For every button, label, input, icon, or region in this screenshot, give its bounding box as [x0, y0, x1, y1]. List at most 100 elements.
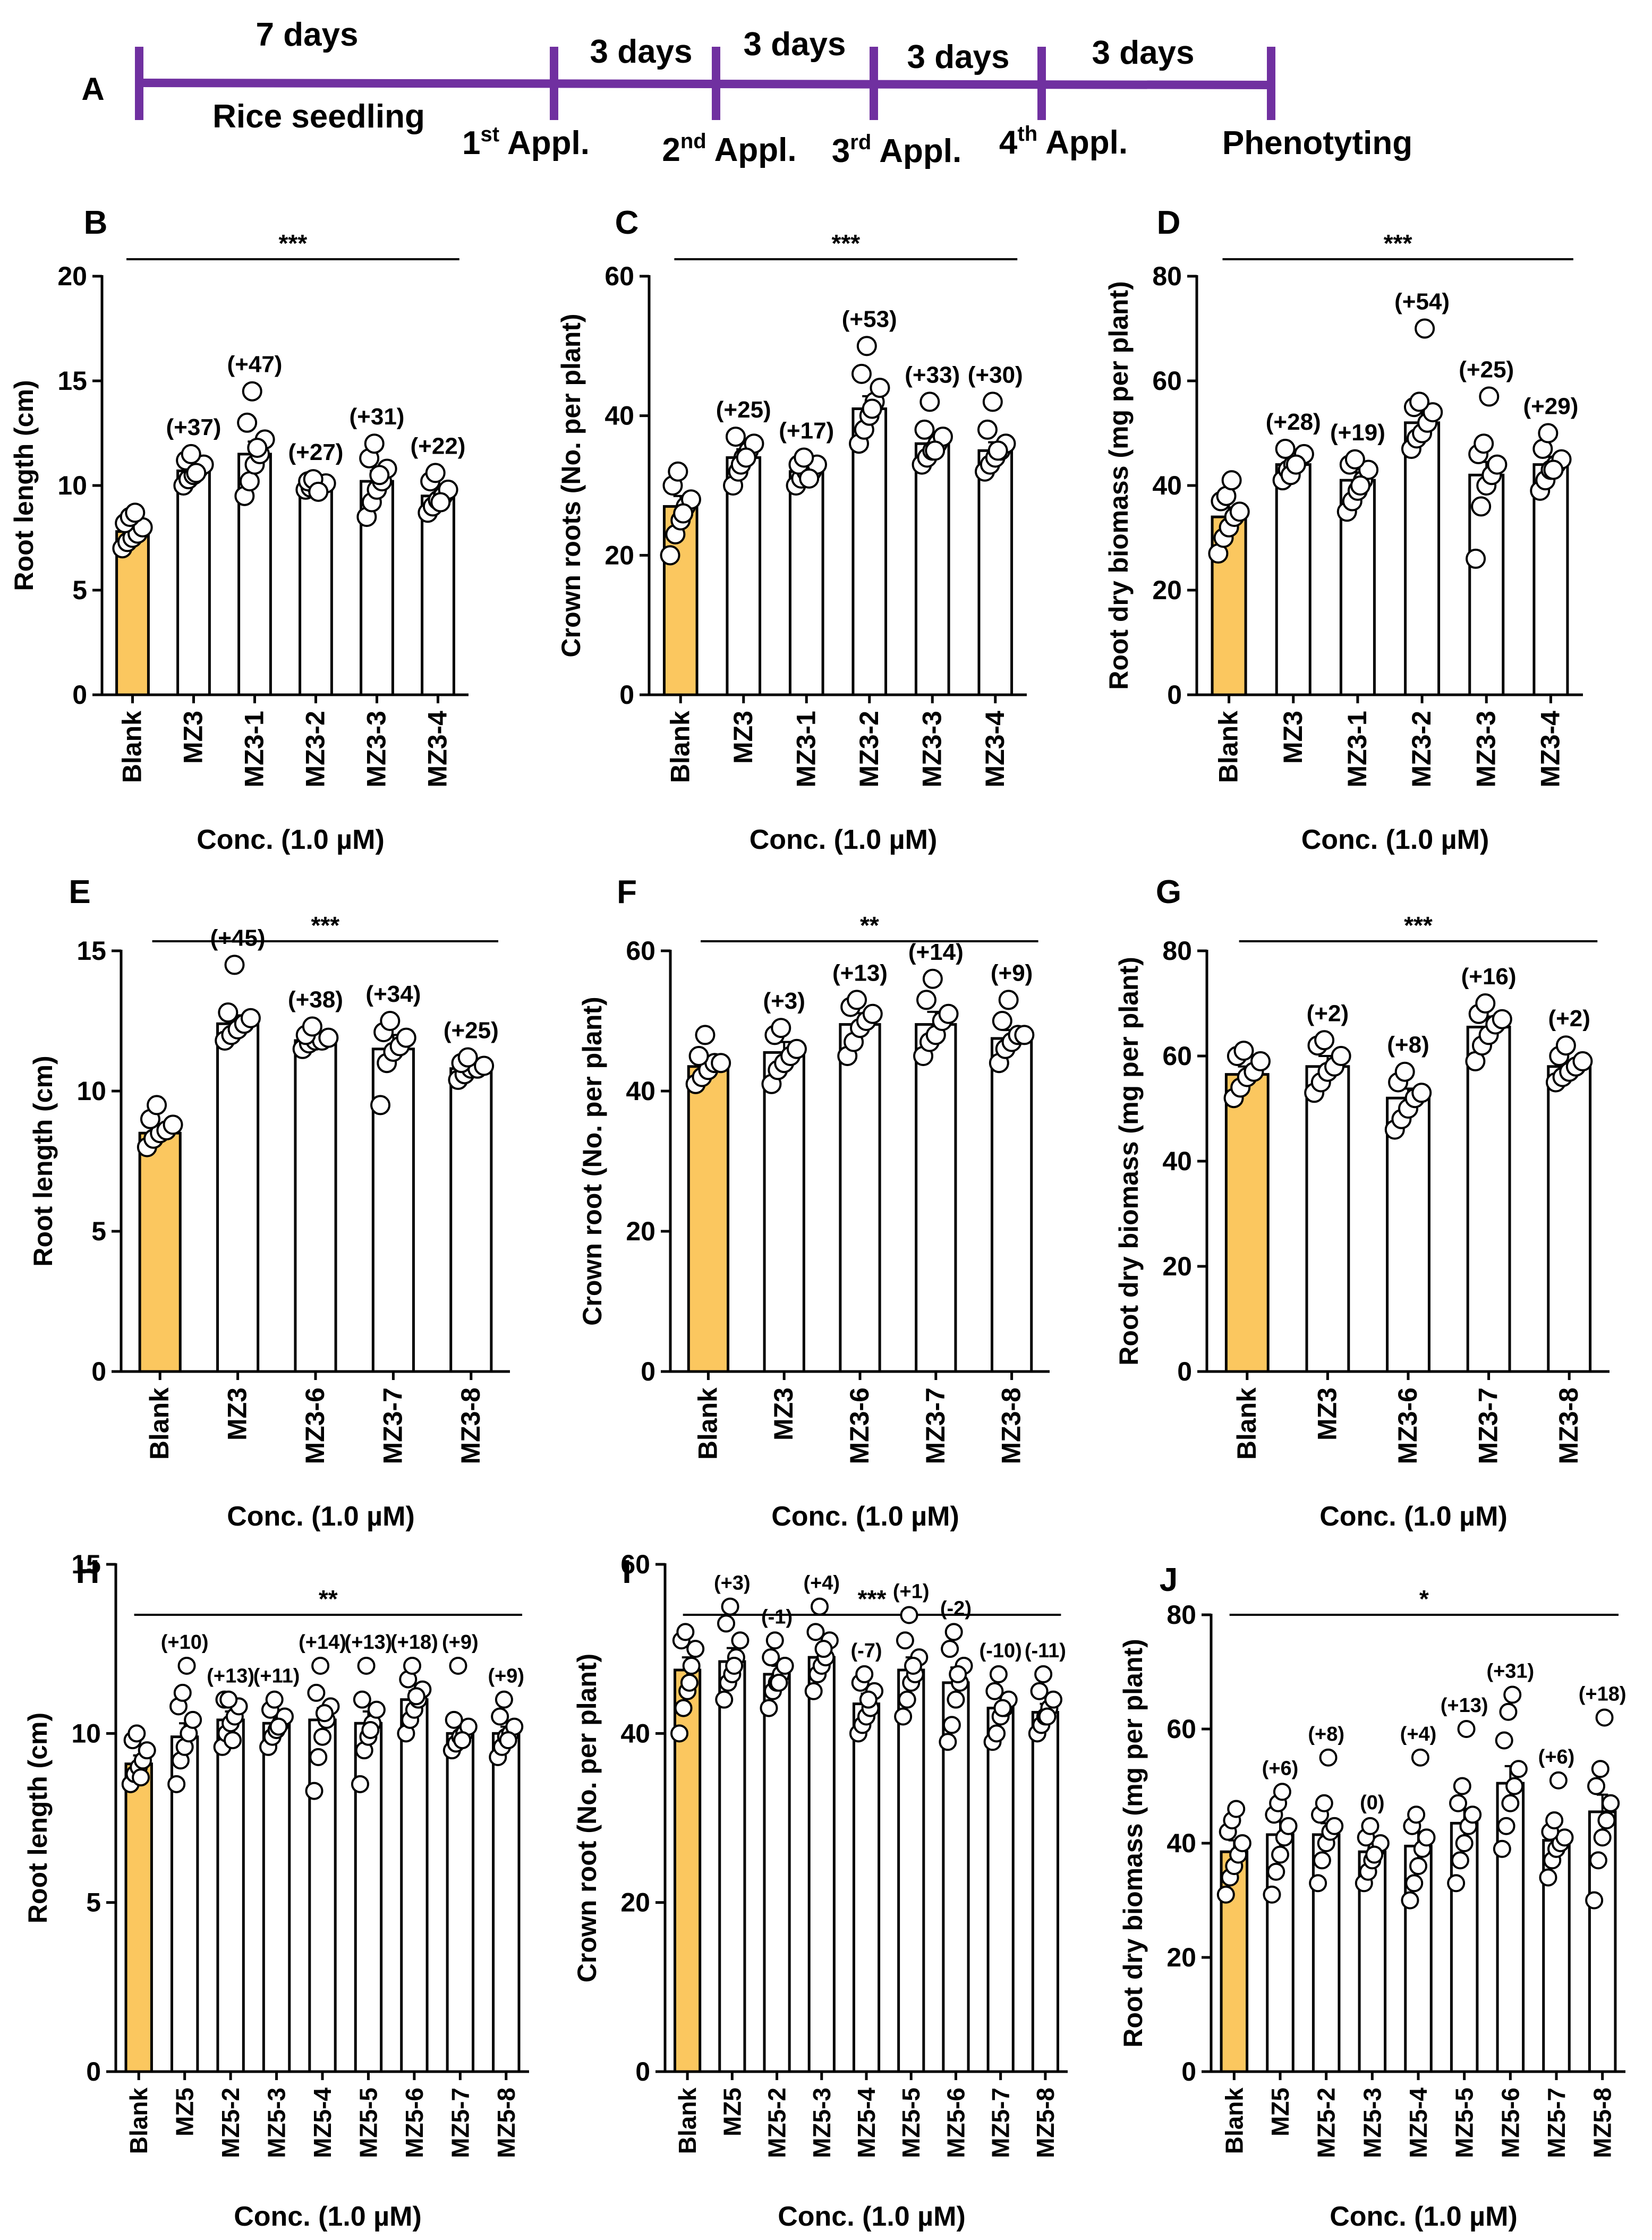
point-D-MZ3-2-4 — [1423, 402, 1443, 423]
y-tick-label-B-10: 10 — [57, 471, 87, 500]
annotation-J-MZ5-2: (+8) — [1308, 1723, 1344, 1745]
point-J-MZ5-4-7 — [1411, 1748, 1429, 1767]
bar-J-MZ5-8 — [1588, 1810, 1617, 2073]
point-F-MZ3-8-5 — [992, 1011, 1012, 1031]
annotation-D-MZ3: (+28) — [1266, 409, 1321, 435]
significance-stars-B: *** — [279, 229, 308, 257]
y-tick-label-B-0: 0 — [72, 680, 87, 710]
annotation-C-MZ3-3: (+33) — [905, 362, 960, 388]
point-J-MZ5-2-4 — [1325, 1817, 1344, 1835]
point-J-MZ5-7-0 — [1539, 1868, 1557, 1887]
point-J-MZ5-5-0 — [1447, 1874, 1466, 1893]
point-I-MZ5-6-6 — [944, 1623, 963, 1641]
bar-C-MZ3-2 — [851, 407, 888, 696]
point-J-MZ5-2-6 — [1315, 1794, 1333, 1812]
point-H-MZ5-4-5 — [307, 1683, 326, 1702]
chart-panel-I: I *** Blank (+3) MZ5 (-1) MZ5-2 (+4) MZ5-3 (-7) MZ… — [572, 1549, 1068, 2232]
annotation-H-MZ5-6: (+18) — [390, 1631, 438, 1654]
point-D-MZ3-3-4 — [1487, 454, 1508, 475]
bar-E-Blank — [138, 1131, 182, 1373]
annotation-I-MZ5-7: (-10) — [980, 1640, 1022, 1662]
significance-stars-G: *** — [1404, 912, 1433, 939]
point-B-MZ3-3-7 — [369, 465, 390, 486]
point-J-MZ5-4-4 — [1417, 1828, 1436, 1847]
chart-panel-D: D *** Blank (+28) MZ3 (+19) MZ3-1 (+54) MZ3-2 (+2… — [1104, 205, 1583, 855]
point-F-MZ3-6-4 — [862, 1003, 883, 1024]
point-I-Blank-0 — [670, 1724, 689, 1743]
annotation-H-MZ5-2: (+13) — [207, 1665, 254, 1688]
point-I-Blank-1 — [674, 1699, 693, 1717]
point-H-MZ5-4-1 — [309, 1748, 328, 1766]
point-C-MZ3-4-5 — [977, 419, 998, 440]
y-tick-label-F-60: 60 — [626, 936, 655, 966]
bar-G-MZ3-7 — [1466, 1026, 1511, 1373]
point-C-MZ3-4-7 — [987, 440, 1008, 461]
point-I-MZ5-6-1 — [942, 1716, 961, 1734]
bar-I-MZ5-7 — [986, 1707, 1015, 2073]
annotation-E-MZ3: (+45) — [210, 925, 266, 951]
point-H-MZ5-8-5 — [491, 1707, 509, 1726]
annotation-D-MZ3-4: (+29) — [1523, 394, 1578, 420]
y-tick-label-G-80: 80 — [1162, 936, 1192, 966]
point-B-MZ3-1-1 — [239, 471, 260, 492]
bar-J-MZ5-2 — [1312, 1833, 1341, 2073]
bar-C-MZ3-4 — [977, 449, 1014, 696]
point-C-MZ3-2-4 — [870, 378, 890, 398]
bar-H-MZ5-8 — [492, 1732, 521, 2073]
x-tick-label-C-MZ3: MZ3 — [728, 711, 758, 764]
x-tick-label-E-MZ3-7: MZ3-7 — [378, 1387, 407, 1464]
annotation-F-MZ3-6: (+13) — [832, 960, 888, 986]
point-I-MZ5-5-0 — [894, 1707, 913, 1726]
point-J-MZ5-5-1 — [1451, 1851, 1469, 1870]
bar-B-MZ3-4 — [421, 495, 455, 696]
x-tick-label-H-MZ5-2: MZ5-2 — [217, 2088, 244, 2158]
annotation-G-MZ3-6: (+8) — [1387, 1032, 1429, 1058]
point-I-MZ5-7-6 — [989, 1665, 1008, 1683]
y-tick-label-E-5: 5 — [91, 1216, 106, 1246]
significance-stars-I: *** — [858, 1585, 887, 1613]
stage-duration-1: 7 days — [256, 16, 358, 53]
point-I-MZ5-0 — [715, 1690, 734, 1709]
annotation-C-MZ3-4: (+30) — [968, 362, 1023, 388]
point-C-MZ3-5 — [725, 427, 746, 447]
bar-I-MZ5-8 — [1031, 1711, 1059, 2073]
point-D-MZ3-3-6 — [1474, 433, 1494, 454]
annotation-H-MZ5: (+10) — [161, 1631, 209, 1654]
annotation-E-MZ3-7: (+34) — [365, 981, 421, 1007]
x-axis-label-I: Conc. (1.0 µM) — [778, 2201, 966, 2232]
y-tick-label-D-0: 0 — [1167, 680, 1182, 710]
y-tick-label-I-40: 40 — [620, 1718, 650, 1748]
point-E-Blank-6 — [147, 1095, 167, 1115]
point-H-MZ5-4-7 — [315, 1704, 334, 1723]
x-tick-label-B-MZ3-2: MZ3-2 — [301, 711, 330, 787]
panel-label-J: J — [1160, 1562, 1178, 1598]
panel-label-F: F — [617, 874, 637, 910]
x-tick-label-B-MZ3-3: MZ3-3 — [362, 711, 391, 787]
point-H-Blank-4 — [138, 1741, 156, 1760]
x-tick-label-G-MZ3-7: MZ3-7 — [1474, 1387, 1503, 1464]
y-axis-label-J: Root dry biomass (mg per plant) — [1118, 1639, 1148, 2048]
point-I-MZ5-2-7 — [770, 1673, 788, 1692]
point-C-MZ3-1-6 — [794, 447, 814, 468]
y-axis-label-I: Crown root (No. per plant) — [572, 1654, 602, 1982]
annotation-E-MZ3-8: (+25) — [444, 1018, 499, 1044]
panel-label-G: G — [1156, 874, 1181, 910]
point-J-MZ5-6-7 — [1503, 1685, 1522, 1704]
point-H-Blank-7 — [132, 1768, 150, 1787]
panel-label-E: E — [69, 874, 90, 910]
point-J-MZ5-4 — [1279, 1817, 1298, 1835]
annotation-J-MZ5-8: (+18) — [1579, 1683, 1627, 1706]
point-I-Blank-4 — [686, 1640, 705, 1658]
chart-panel-J: J * Blank (+6) MZ5 (+8) MZ5-2 (0) MZ5-3 (+4) MZ5-4… — [1118, 1562, 1627, 2232]
panel-label-D: D — [1157, 205, 1181, 241]
y-axis-label-H: Root length (cm) — [23, 1713, 53, 1923]
point-J-MZ5-6-3 — [1505, 1777, 1524, 1795]
point-J-MZ5-3-7 — [1365, 1845, 1384, 1864]
point-I-MZ5-3-6 — [811, 1597, 829, 1616]
point-I-MZ5-5 — [717, 1614, 736, 1633]
point-J-MZ5-4-6 — [1407, 1805, 1426, 1824]
point-I-MZ5-3-5 — [806, 1623, 825, 1641]
x-tick-label-B-MZ3-4: MZ3-4 — [423, 711, 453, 788]
point-J-MZ5-5-7 — [1457, 1720, 1476, 1738]
point-I-MZ5-5-6 — [900, 1606, 918, 1624]
